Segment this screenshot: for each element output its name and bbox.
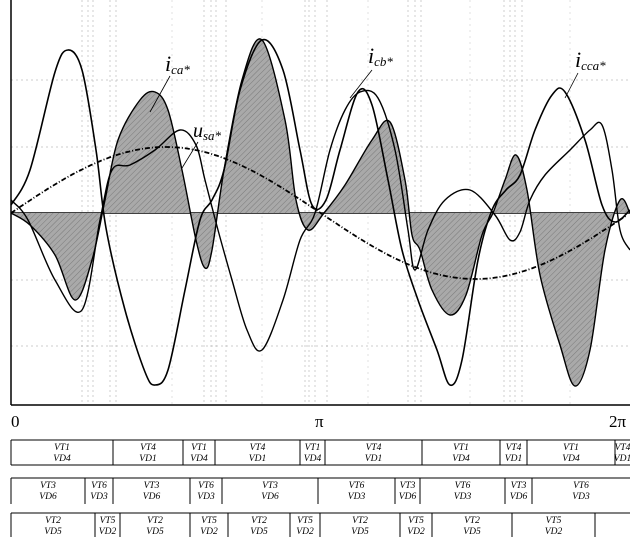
table-cell-2-8-top: VT2 <box>464 516 480 526</box>
table-cell-2-7-top: VT5 <box>408 516 424 526</box>
table-cell-2-0-top: VT2 <box>45 516 61 526</box>
axis-label-two-pi: 2π <box>609 412 627 431</box>
table-cell-1-2-top: VT3 <box>144 481 160 491</box>
table-cell-1-8-bottom: VD6 <box>510 492 528 502</box>
table-cell-0-8-top: VT1 <box>563 443 579 453</box>
table-cell-2-6-bottom: VD5 <box>351 527 369 537</box>
table-cell-0-4-top: VT1 <box>305 443 321 453</box>
table-cell-2-5-top: VT5 <box>297 516 313 526</box>
leader-usa <box>181 141 199 169</box>
table-cell-0-5-top: VT4 <box>366 443 382 453</box>
table-cell-1-2-bottom: VD6 <box>143 492 161 502</box>
table-cell-0-4-bottom: VD4 <box>304 454 322 464</box>
curve-labels: ica* usa* icb* icca* <box>149 43 606 169</box>
table-cell-2-1-top: VT5 <box>100 516 116 526</box>
table-cell-2-7-bottom: VD2 <box>407 527 425 537</box>
table-cell-0-0-top: VT1 <box>54 443 70 453</box>
label-usa: usa* <box>193 120 222 143</box>
label-icb-main: i <box>368 43 374 68</box>
table-cell-0-9-top: VT4 <box>615 443 630 453</box>
table-cell-1-6-top: VT3 <box>400 481 416 491</box>
label-usa-main: u <box>193 120 203 142</box>
leader-ica <box>149 75 171 113</box>
table-cell-1-5-top: VT6 <box>349 481 365 491</box>
label-ica-sub: ca* <box>171 62 190 77</box>
table-cell-1-3-top: VT6 <box>198 481 214 491</box>
table-cell-1-6-bottom: VD6 <box>399 492 417 502</box>
table-cell-2-2-bottom: VD5 <box>146 527 164 537</box>
label-icca-main: i <box>575 47 581 72</box>
table-cell-2-8-bottom: VD5 <box>463 527 481 537</box>
label-icca-sub: cca* <box>581 58 606 73</box>
shade-ica-area <box>11 38 630 387</box>
table-cell-1-4-bottom: VD6 <box>261 492 279 502</box>
label-icca: icca* <box>575 47 606 73</box>
table-cell-1-9-top: VT6 <box>573 481 589 491</box>
table-cell-1-1-bottom: VD3 <box>90 492 108 502</box>
table-cell-2-9-top: VT5 <box>546 516 562 526</box>
leader-icca <box>564 72 579 99</box>
table-cell-2-5-bottom: VD2 <box>296 527 314 537</box>
table-cell-0-6-top: VT1 <box>453 443 469 453</box>
table-cell-0-3-bottom: VD1 <box>249 454 266 464</box>
table-cell-0-8-bottom: VD4 <box>562 454 580 464</box>
axis-label-zero: 0 <box>11 412 20 431</box>
table-cell-0-2-top: VT1 <box>191 443 207 453</box>
table-cell-2-3-bottom: VD2 <box>200 527 218 537</box>
table-cell-1-8-top: VT3 <box>511 481 527 491</box>
table-cell-2-4-top: VT2 <box>251 516 267 526</box>
table-cell-1-3-bottom: VD3 <box>197 492 215 502</box>
table-cell-0-2-bottom: VD4 <box>190 454 208 464</box>
curve-ica <box>10 38 630 387</box>
table-cell-0-5-bottom: VD1 <box>365 454 382 464</box>
label-icb: icb* <box>368 43 393 69</box>
table-cell-0-1-bottom: VD1 <box>139 454 156 464</box>
table-cell-0-7-top: VT4 <box>506 443 522 453</box>
table-cell-1-0-top: VT3 <box>40 481 56 491</box>
label-ica: ica* <box>165 51 190 77</box>
curve-icca <box>10 38 630 387</box>
table-cell-1-1-top: VT6 <box>91 481 107 491</box>
switching-state-table: VT1VD4VT4VD1VT1VD4VT4VD1VT1VD4VT4VD1VT1V… <box>10 439 630 537</box>
curve-usa <box>10 146 627 280</box>
curve-icb <box>10 89 630 352</box>
table-cell-0-9-bottom: VD1 <box>614 454 630 464</box>
table-cell-0-0-bottom: VD4 <box>53 454 71 464</box>
leader-icb <box>349 69 373 99</box>
label-ica-main: i <box>165 51 171 76</box>
table-cell-2-6-top: VT2 <box>352 516 368 526</box>
table-cell-1-0-bottom: VD6 <box>39 492 57 502</box>
label-icb-sub: cb* <box>374 54 393 69</box>
table-cell-2-0-bottom: VD5 <box>44 527 62 537</box>
table-cell-0-6-bottom: VD4 <box>452 454 470 464</box>
table-cell-2-3-top: VT5 <box>201 516 217 526</box>
table-cell-0-1-top: VT4 <box>140 443 156 453</box>
table-cell-2-9-bottom: VD2 <box>545 527 563 537</box>
table-cell-1-9-bottom: VD3 <box>572 492 590 502</box>
table-cell-1-4-top: VT3 <box>262 481 278 491</box>
table-cell-2-4-bottom: VD5 <box>250 527 268 537</box>
curves <box>10 38 630 387</box>
shaded-compensation-region <box>11 38 630 387</box>
table-cell-2-2-top: VT2 <box>147 516 163 526</box>
table-cell-2-1-bottom: VD2 <box>99 527 117 537</box>
table-cell-1-7-bottom: VD3 <box>454 492 472 502</box>
table-cell-1-5-bottom: VD3 <box>348 492 366 502</box>
table-cell-0-7-bottom: VD1 <box>505 454 522 464</box>
table-cell-0-3-top: VT4 <box>250 443 266 453</box>
axis-label-pi: π <box>315 412 324 431</box>
table-cell-1-7-top: VT6 <box>455 481 471 491</box>
label-usa-sub: sa* <box>203 128 222 143</box>
